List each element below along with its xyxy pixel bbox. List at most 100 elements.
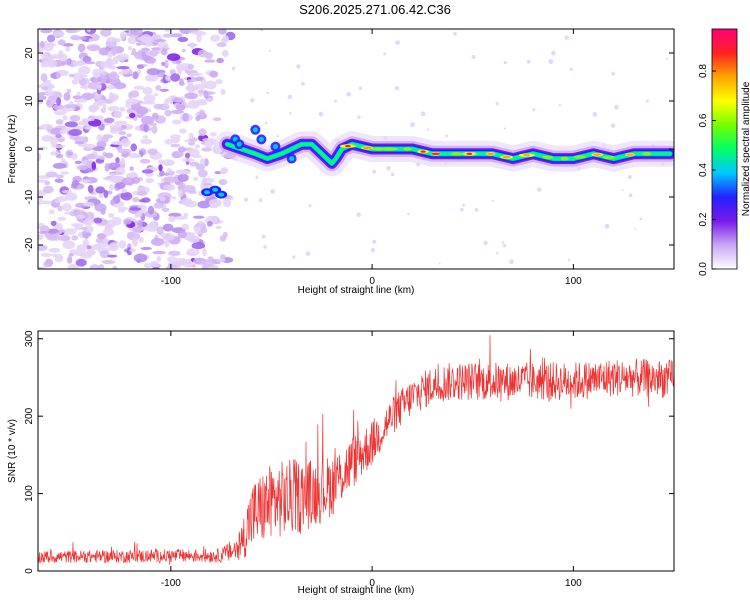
noise-blob <box>54 254 64 263</box>
noise-blob <box>220 88 226 95</box>
signal-hot-core <box>593 153 602 156</box>
noise-blob <box>158 41 169 50</box>
noise-blob <box>98 47 111 55</box>
noise-blob <box>192 155 203 159</box>
colorbar-label: Normalized spectral amplitude <box>741 81 750 216</box>
noise-blob <box>178 182 186 190</box>
noise-blob <box>216 42 227 48</box>
noise-blob <box>108 93 119 102</box>
noise-dot <box>483 240 488 246</box>
noise-blob <box>86 44 101 52</box>
noise-blob <box>85 126 92 130</box>
noise-blob <box>156 256 162 262</box>
noise-blob <box>198 109 206 118</box>
noise-blob <box>147 205 155 215</box>
noise-blob <box>82 118 95 122</box>
noise-blob <box>155 85 162 91</box>
noise-blob <box>216 258 226 263</box>
noise-blob <box>212 117 222 121</box>
noise-blob <box>194 225 204 235</box>
noise-blob <box>115 157 120 164</box>
noise-dot <box>356 212 361 217</box>
snr-panel: -100 0 100 0 100 200 300 Height of straight l… <box>7 330 675 596</box>
noise-blob <box>54 199 62 204</box>
noise-blob <box>45 171 58 178</box>
noise-blob <box>119 31 126 40</box>
noise-blob <box>150 122 157 126</box>
noise-blob <box>166 168 172 173</box>
transition-blob-core <box>289 156 295 162</box>
noise-blob <box>92 146 105 152</box>
noise-blob <box>70 34 81 41</box>
noise-blob <box>95 186 106 194</box>
noise-dot <box>628 193 633 198</box>
noise-blob <box>204 80 217 90</box>
colorbar-tick-label: 0.6 <box>698 113 709 127</box>
noise-dot <box>610 123 616 128</box>
noise-dot <box>390 172 395 177</box>
noise-blob <box>50 151 60 156</box>
signal-core <box>380 147 398 151</box>
noise-blob <box>182 112 189 122</box>
noise-dot <box>407 212 410 216</box>
noise-blob <box>127 182 133 186</box>
noise-dot <box>395 40 400 46</box>
noise-dot <box>633 227 636 230</box>
noise-dot <box>495 252 499 255</box>
noise-blob <box>38 152 42 162</box>
noise-dot <box>460 207 464 212</box>
noise-blob <box>68 129 83 136</box>
noise-blob <box>201 226 208 234</box>
noise-blob <box>163 176 177 184</box>
noise-blob <box>210 34 221 42</box>
noise-blob <box>104 163 110 172</box>
y-tick-label: 200 <box>24 407 35 424</box>
noise-blob <box>164 29 171 32</box>
noise-blob <box>127 232 141 241</box>
noise-blob <box>178 81 185 86</box>
noise-blob <box>110 199 115 206</box>
noise-blob <box>184 152 191 159</box>
noise-blob <box>128 153 142 159</box>
signal-core <box>542 155 554 160</box>
noise-blob <box>137 219 143 229</box>
colorbar-ticks: 0.0 0.2 0.4 0.6 0.8 <box>698 64 716 276</box>
noise-blob <box>129 29 143 36</box>
noise-dot <box>243 197 249 202</box>
noise-blob <box>186 79 198 82</box>
noise-blob <box>62 43 74 47</box>
noise-blob <box>107 190 113 195</box>
noise-blob <box>169 134 181 140</box>
noise-blob <box>214 171 222 175</box>
noise-dot <box>471 54 476 59</box>
noise-blob <box>170 73 181 82</box>
noise-blob <box>86 29 91 32</box>
signal-hot-core <box>420 150 426 153</box>
noise-blob <box>170 110 184 114</box>
noise-blob <box>54 178 64 183</box>
noise-blob <box>140 34 152 44</box>
noise-blob <box>118 240 127 249</box>
noise-blob <box>103 189 109 199</box>
noise-blob <box>78 66 91 75</box>
noise-blob <box>142 86 153 95</box>
noise-blob <box>209 132 217 137</box>
noise-blob <box>110 71 118 76</box>
noise-blob <box>219 235 227 242</box>
noise-blob <box>136 64 145 70</box>
noise-blob <box>65 46 71 52</box>
noise-dot <box>308 204 312 208</box>
noise-blob <box>175 60 182 64</box>
spectral-blob-core <box>218 192 225 197</box>
noise-blob <box>129 207 142 211</box>
signal-hot-core <box>362 146 373 150</box>
noise-blob <box>83 143 96 149</box>
noise-blob <box>197 49 208 58</box>
noise-dot <box>564 35 569 40</box>
transition-blob-core <box>252 127 258 133</box>
chart-title: S206.2025.271.06.42.C36 <box>299 2 451 17</box>
noise-dot <box>372 239 377 244</box>
noise-blob <box>117 148 132 154</box>
snr-series-line <box>38 335 674 565</box>
noise-dot <box>231 66 236 71</box>
